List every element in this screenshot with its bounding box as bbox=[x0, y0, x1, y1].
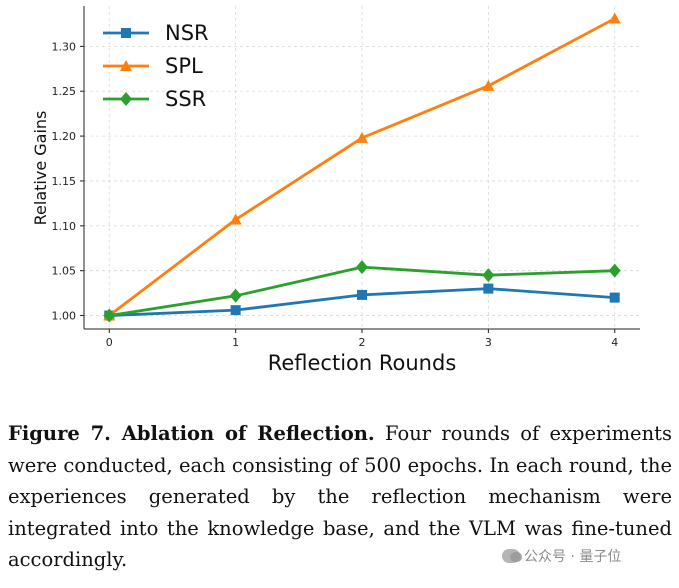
series-spl-point bbox=[356, 131, 368, 143]
legend-swatch-marker bbox=[121, 28, 131, 38]
series-nsr-point bbox=[483, 283, 494, 294]
legend: NSR SPL SSR bbox=[103, 21, 209, 111]
legend-label: SSR bbox=[165, 87, 206, 111]
wechat-icon bbox=[502, 549, 522, 563]
legend-item-ssr: SSR bbox=[103, 87, 206, 111]
series-spl-point bbox=[608, 12, 621, 24]
y-tick-label: 1.15 bbox=[52, 175, 77, 188]
y-tick-label: 1.05 bbox=[52, 265, 77, 278]
x-tick-label: 4 bbox=[611, 336, 618, 349]
series-ssr-point bbox=[608, 263, 621, 278]
y-tick-label: 1.10 bbox=[52, 220, 77, 233]
watermark: 公众号 · 量子位 bbox=[498, 544, 626, 568]
series-nsr-point bbox=[357, 289, 367, 300]
series-ssr bbox=[103, 260, 621, 323]
x-tick-label: 0 bbox=[106, 336, 113, 349]
series bbox=[103, 12, 621, 323]
legend-swatch-marker bbox=[120, 60, 132, 71]
y-tick-label: 1.20 bbox=[52, 130, 77, 143]
legend-item-nsr: NSR bbox=[103, 21, 209, 45]
y-tick-label: 1.30 bbox=[52, 40, 77, 53]
series-spl-point bbox=[482, 79, 495, 91]
y-ticks: 1.00 1.05 1.10 1.15 1.20 1.25 1.30 bbox=[52, 40, 84, 323]
watermark-text: 公众号 · 量子位 bbox=[524, 549, 622, 565]
legend-item-spl: SPL bbox=[103, 54, 203, 78]
series-ssr-point bbox=[482, 268, 495, 283]
caption-label: Figure 7. Ablation of Reflection. bbox=[8, 422, 375, 445]
legend-swatch-marker bbox=[120, 92, 132, 106]
series-spl-point bbox=[229, 213, 242, 225]
legend-label: SPL bbox=[165, 54, 203, 78]
y-tick-label: 1.25 bbox=[52, 85, 77, 98]
series-nsr-point bbox=[230, 305, 241, 316]
series-ssr-point bbox=[229, 288, 242, 303]
x-tick-label: 1 bbox=[232, 336, 239, 349]
legend-label: NSR bbox=[165, 21, 209, 45]
y-tick-label: 1.00 bbox=[52, 310, 77, 323]
chart: 0 1 2 3 4 1.00 1.05 1.10 1.15 1.20 1.25 1.30 Refle… bbox=[31, 6, 640, 375]
series-ssr-point bbox=[103, 308, 116, 323]
caption-text: Four rounds of experiments were conducte… bbox=[8, 422, 673, 571]
y-axis-title: Relative Gains bbox=[31, 111, 50, 226]
x-tick-label: 3 bbox=[485, 336, 492, 349]
figure-caption: Figure 7. Ablation of Reflection. Four r… bbox=[8, 418, 672, 576]
series-ssr-point bbox=[356, 260, 368, 275]
x-axis-title: Reflection Rounds bbox=[268, 351, 457, 375]
x-ticks: 0 1 2 3 4 bbox=[106, 329, 618, 349]
series-nsr-point bbox=[609, 292, 620, 303]
x-tick-label: 2 bbox=[359, 336, 366, 349]
